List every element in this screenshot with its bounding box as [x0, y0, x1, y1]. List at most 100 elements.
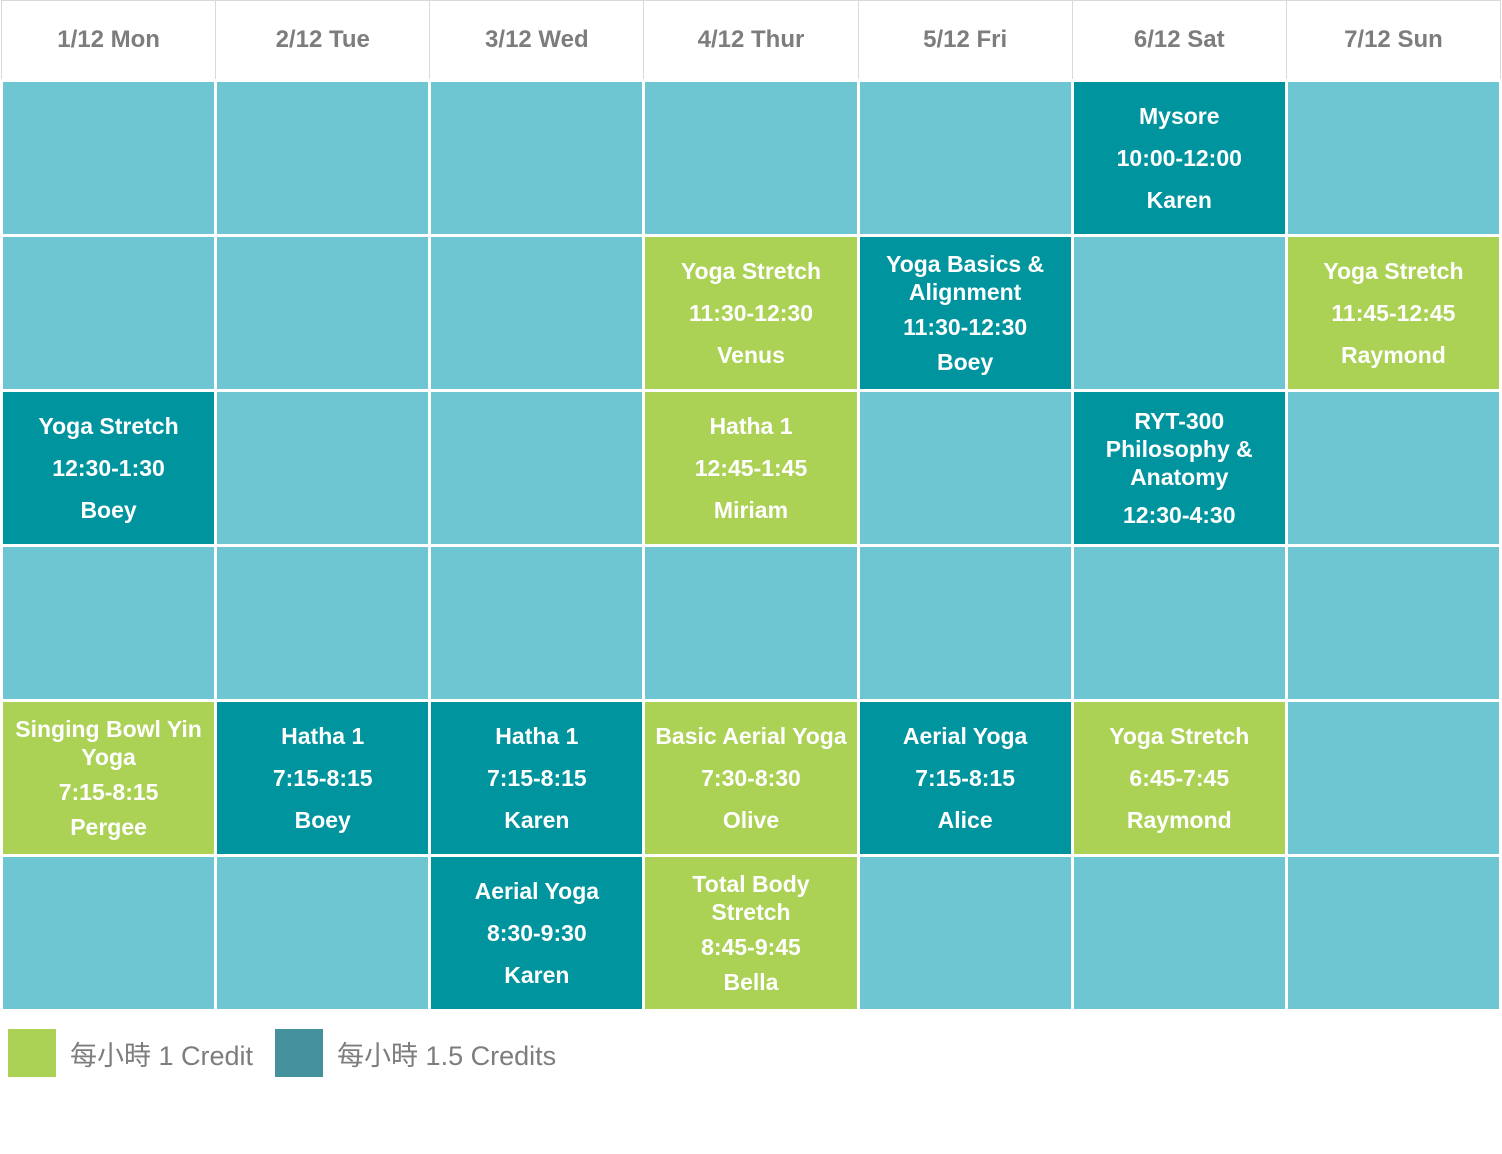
class-teacher: Venus — [717, 341, 785, 368]
class-teacher: Karen — [504, 806, 570, 833]
class-cell: Basic Aerial Yoga 7:30-8:30 Olive — [642, 699, 860, 857]
legend-label: 每小時 1 Credit — [70, 1040, 254, 1071]
column-header-day: 2/12 Tue — [215, 0, 431, 81]
class-teacher: Raymond — [1341, 341, 1446, 368]
schedule-header: 1/12 Mon 2/12 Tue 3/12 Wed 4/12 Thur 5/12 Fr… — [0, 0, 1502, 81]
class-teacher: Karen — [504, 961, 570, 988]
empty-slot-cell — [1284, 699, 1502, 857]
empty-slot-cell — [856, 544, 1074, 702]
class-time: 7:15-8:15 — [58, 779, 159, 805]
class-time: 12:30-4:30 — [1123, 501, 1236, 528]
class-cell-content: Total Body Stretch 8:45-9:45 Bella — [645, 857, 856, 1009]
class-name: Yoga Stretch — [1109, 722, 1250, 749]
class-cell-content: Hatha 1 12:45-1:45 Miriam — [645, 392, 856, 544]
column-header-day: 7/12 Sun — [1285, 0, 1502, 81]
class-name: Yoga Stretch — [680, 257, 822, 284]
table-row: Singing Bowl Yin Yoga 7:15-8:15 Pergee Hath… — [0, 699, 1502, 857]
empty-slot-cell — [214, 234, 432, 392]
empty-slot-cell — [428, 79, 646, 237]
table-row: Aerial Yoga 8:30-9:30 Karen Total Body Stre… — [0, 854, 1502, 1012]
class-teacher: Boey — [937, 349, 994, 375]
class-cell-content: Yoga Stretch 11:45-12:45 Raymond — [1288, 237, 1499, 389]
class-cell-content: Basic Aerial Yoga 7:30-8:30 Olive — [645, 702, 856, 854]
class-cell: Yoga Stretch 12:30-1:30 Boey — [0, 389, 218, 547]
table-row: Yoga Stretch 11:30-12:30 Venus Yoga Basics … — [0, 234, 1502, 392]
class-teacher: Olive — [722, 806, 780, 833]
empty-slot-cell — [642, 544, 860, 702]
table-row — [0, 544, 1502, 702]
class-time: 11:30-12:30 — [903, 314, 1028, 340]
table-row: Yoga Stretch 12:30-1:30 Boey Hatha 1 12:45-1… — [0, 389, 1502, 547]
class-teacher: Boey — [294, 806, 351, 833]
class-cell: Hatha 1 12:45-1:45 Miriam — [642, 389, 860, 547]
class-cell: Total Body Stretch 8:45-9:45 Bella — [642, 854, 860, 1012]
class-name: Yoga Stretch — [38, 412, 179, 439]
credit-legend: 每小時 1 Credit 每小時 1.5 Credits — [8, 1029, 1502, 1077]
empty-slot-cell — [1284, 389, 1502, 547]
empty-slot-cell — [214, 79, 432, 237]
class-cell: Yoga Stretch 11:45-12:45 Raymond — [1284, 234, 1502, 392]
class-name: Yoga Stretch — [1323, 257, 1464, 284]
class-cell: Singing Bowl Yin Yoga 7:15-8:15 Pergee — [0, 699, 218, 857]
class-teacher: Bella — [723, 969, 779, 995]
class-time: 12:30-1:30 — [52, 454, 165, 481]
class-cell: Hatha 1 7:15-8:15 Boey — [214, 699, 432, 857]
class-name: Yoga Basics & Alignment — [886, 250, 1045, 305]
class-cell: RYT-300 Philosophy & Anatomy 12:30-4:30 — [1070, 389, 1288, 547]
class-teacher: Boey — [80, 496, 137, 523]
empty-slot-cell — [642, 79, 860, 237]
column-header-day: 4/12 Thur — [643, 0, 859, 81]
header-row: 1/12 Mon 2/12 Tue 3/12 Wed 4/12 Thur 5/12 Fr… — [0, 0, 1502, 81]
class-teacher: Miriam — [713, 496, 789, 523]
empty-slot-cell — [856, 854, 1074, 1012]
class-time: 6:45-7:45 — [1129, 764, 1230, 791]
schedule-table: 1/12 Mon 2/12 Tue 3/12 Wed 4/12 Thur 5/12 Fr… — [0, 0, 1502, 1012]
class-cell-content: Aerial Yoga 7:15-8:15 Alice — [860, 702, 1071, 854]
empty-slot-cell — [0, 854, 218, 1012]
class-name: Aerial Yoga — [902, 722, 1028, 749]
legend-label: 每小時 1.5 Credits — [337, 1040, 557, 1071]
class-name: Basic Aerial Yoga — [655, 722, 847, 749]
empty-slot-cell — [1070, 234, 1288, 392]
class-time: 7:30-8:30 — [701, 764, 801, 791]
empty-slot-cell — [0, 79, 218, 237]
class-teacher: Raymond — [1126, 806, 1232, 833]
class-time: 12:45-1:45 — [694, 454, 808, 481]
class-name: Total Body Stretch — [692, 870, 810, 925]
class-name: Hatha 1 — [495, 722, 579, 749]
column-header-day: 3/12 Wed — [429, 0, 645, 81]
empty-slot-cell — [1284, 544, 1502, 702]
class-teacher: Alice — [937, 806, 993, 833]
schedule-body: Mysore 10:00-12:00 Karen Yoga Stretch 11:30-… — [0, 79, 1502, 1012]
credit1-color-swatch — [8, 1029, 56, 1077]
empty-slot-cell — [214, 854, 432, 1012]
class-name: Aerial Yoga — [474, 877, 600, 904]
class-cell: Aerial Yoga 8:30-9:30 Karen — [428, 854, 646, 1012]
class-time: 8:30-9:30 — [486, 919, 587, 946]
class-time: 11:30-12:30 — [688, 299, 814, 326]
class-cell-content: Aerial Yoga 8:30-9:30 Karen — [431, 857, 642, 1009]
empty-slot-cell — [0, 544, 218, 702]
class-cell: Hatha 1 7:15-8:15 Karen — [428, 699, 646, 857]
class-cell-content: Yoga Stretch 6:45-7:45 Raymond — [1074, 702, 1285, 854]
empty-slot-cell — [1284, 79, 1502, 237]
class-cell: Aerial Yoga 7:15-8:15 Alice — [856, 699, 1074, 857]
class-time: 8:45-9:45 — [701, 934, 801, 960]
class-cell-content: Singing Bowl Yin Yoga 7:15-8:15 Pergee — [3, 702, 214, 854]
empty-slot-cell — [856, 389, 1074, 547]
empty-slot-cell — [1070, 544, 1288, 702]
legend-item: 每小時 1 Credit — [8, 1029, 253, 1077]
class-time: 11:45-12:45 — [1331, 299, 1456, 326]
class-name: Singing Bowl Yin Yoga — [15, 715, 202, 770]
empty-slot-cell — [214, 544, 432, 702]
class-time: 7:15-8:15 — [915, 764, 1015, 791]
class-cell-content: Hatha 1 7:15-8:15 Karen — [431, 702, 642, 854]
class-teacher: Pergee — [70, 814, 147, 840]
class-cell: Yoga Stretch 6:45-7:45 Raymond — [1070, 699, 1288, 857]
legend-item: 每小時 1.5 Credits — [275, 1029, 556, 1077]
credit15-color-swatch — [275, 1029, 324, 1077]
empty-slot-cell — [428, 389, 646, 547]
class-cell: Yoga Basics & Alignment 11:30-12:30 Boey — [856, 234, 1074, 392]
empty-slot-cell — [428, 234, 646, 392]
